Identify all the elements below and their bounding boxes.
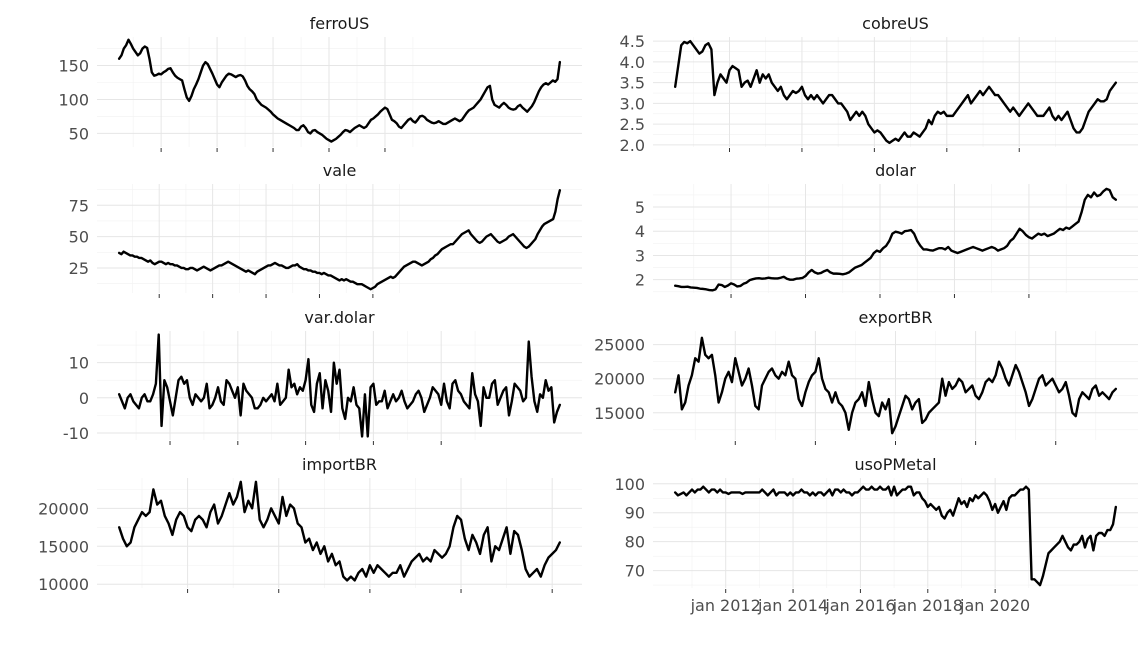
y-tick-label: 75 [69, 196, 89, 215]
y-tick-label: 70 [625, 562, 645, 581]
series-line-usoPMetal [673, 485, 1118, 587]
panel-title: var.dolar [304, 308, 375, 327]
y-tick-label: 3 [635, 246, 645, 265]
y-tick-label: 0 [79, 389, 89, 408]
series-line-ferroUS [117, 38, 562, 143]
y-tick-label: 3.0 [620, 94, 645, 113]
y-tick-label: 150 [58, 57, 89, 76]
y-tick-label: 100 [58, 90, 89, 109]
y-tick-label: 50 [69, 228, 89, 247]
panel-title: dolar [875, 161, 916, 180]
y-tick-label: 4.5 [620, 32, 645, 51]
x-tick-label: jan 2012 [690, 596, 761, 615]
x-tick-label: jan 2014 [757, 596, 828, 615]
y-tick-label: 10000 [38, 575, 89, 594]
y-tick-label: 4.0 [620, 53, 645, 72]
series-line-vale [117, 189, 562, 291]
x-tick-label: jan 2020 [959, 596, 1030, 615]
panel-title: exportBR [859, 308, 933, 327]
y-tick-label: 50 [69, 124, 89, 143]
series-line-exportBR [674, 336, 1117, 435]
x-tick-label: jan 2018 [892, 596, 963, 615]
panel-title: cobreUS [862, 14, 929, 33]
y-tick-label: 15000 [594, 404, 645, 423]
y-tick-label: 25000 [594, 336, 645, 355]
y-tick-label: -10 [63, 424, 89, 443]
y-tick-label: 15000 [38, 537, 89, 556]
series-line-importBR [118, 480, 561, 582]
y-tick-label: 25 [69, 259, 89, 278]
series-line-dolar [673, 187, 1118, 292]
y-tick-label: 20000 [594, 370, 645, 389]
y-tick-label: 4 [635, 222, 645, 241]
y-tick-label: 80 [625, 533, 645, 552]
y-tick-label: 2.5 [620, 115, 645, 134]
y-tick-label: 100 [614, 475, 645, 494]
series-line-cobreUS [673, 39, 1118, 145]
y-tick-label: 90 [625, 504, 645, 523]
y-tick-label: 3.5 [620, 74, 645, 93]
y-tick-label: 5 [635, 198, 645, 217]
y-tick-label: 10 [69, 354, 89, 373]
y-tick-label: 20000 [38, 499, 89, 518]
y-tick-label: 2.0 [620, 136, 645, 155]
panel-title: usoPMetal [854, 455, 936, 474]
y-tick-label: 2 [635, 271, 645, 290]
panel-title: vale [323, 161, 357, 180]
panel-title: importBR [302, 455, 377, 474]
panel-title: ferroUS [310, 14, 370, 33]
series-line-var-dolar [117, 333, 562, 438]
x-tick-label: jan 2016 [824, 596, 895, 615]
